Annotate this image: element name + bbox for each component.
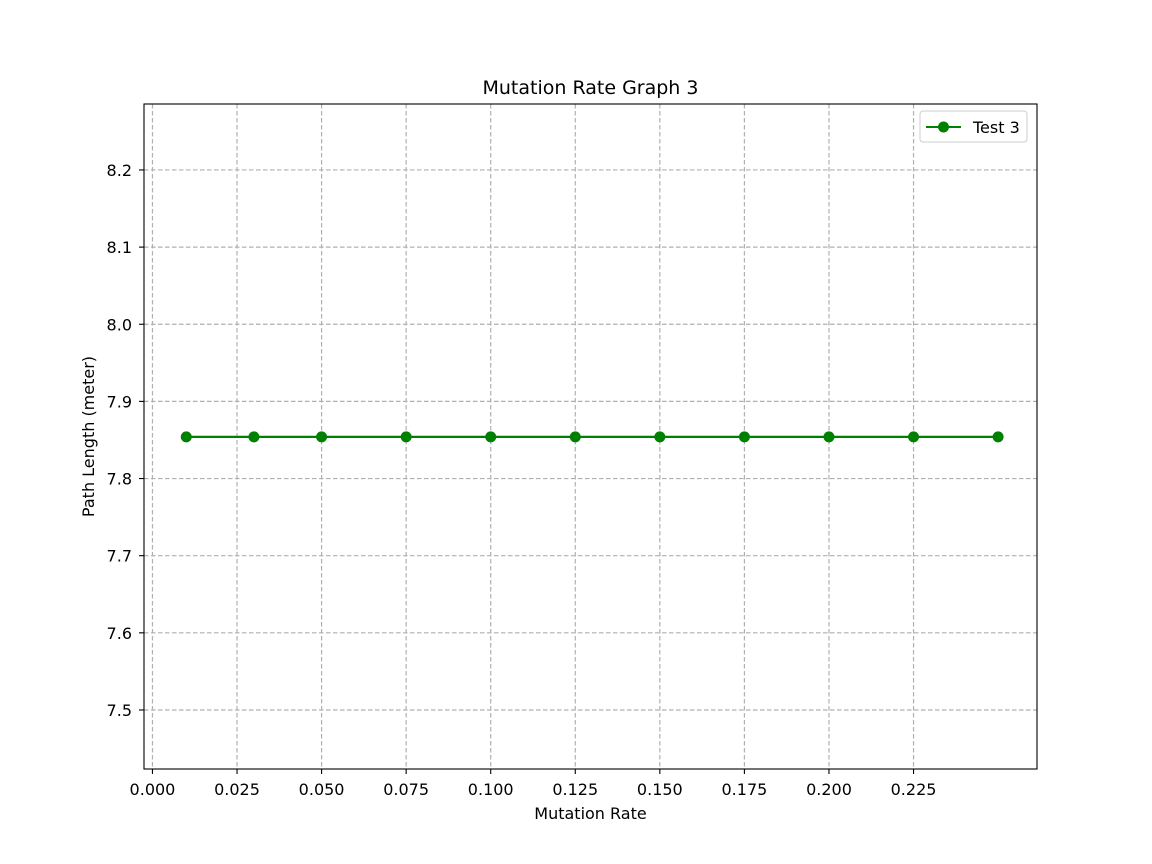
x-tick-label: 0.175 <box>722 780 768 799</box>
chart-title: Mutation Rate Graph 3 <box>483 77 699 99</box>
data-point <box>992 431 1004 443</box>
x-tick-label: 0.000 <box>130 780 176 799</box>
x-tick-label: 0.025 <box>214 780 260 799</box>
data-point <box>908 431 920 443</box>
data-point <box>823 431 835 443</box>
data-point <box>485 431 497 443</box>
series-layer <box>180 431 1004 443</box>
data-point <box>316 431 328 443</box>
y-tick-label: 7.7 <box>107 547 132 566</box>
y-tick-label: 7.6 <box>107 624 132 643</box>
y-tick-label: 7.8 <box>107 470 132 489</box>
data-point <box>654 431 666 443</box>
x-tick-label: 0.075 <box>383 780 429 799</box>
y-axis-label: Path Length (meter) <box>79 356 98 517</box>
x-tick-label: 0.100 <box>468 780 514 799</box>
legend-label-test-3: Test 3 <box>972 118 1020 137</box>
x-tick-label: 0.225 <box>891 780 937 799</box>
data-point <box>180 431 192 443</box>
data-point <box>400 431 412 443</box>
plot-frame <box>143 103 1038 770</box>
legend-marker-test-3 <box>938 121 949 133</box>
x-tick-label: 0.150 <box>637 780 683 799</box>
data-point <box>248 431 260 443</box>
y-tick-label: 7.9 <box>107 392 132 411</box>
y-tick-label: 7.5 <box>107 701 132 720</box>
y-tick-label: 8.0 <box>107 315 132 334</box>
legend: Test 3 <box>919 110 1028 143</box>
x-tick-label: 0.200 <box>806 780 852 799</box>
y-tick-label: 8.1 <box>107 238 132 257</box>
x-tick-label: 0.125 <box>552 780 598 799</box>
x-axis-label: Mutation Rate <box>534 804 646 823</box>
data-point <box>738 431 750 443</box>
legend-box <box>919 110 1028 143</box>
tick-layer: 0.000 0.025 0.050 0.075 0.100 0.125 0.150 0.175… <box>107 161 937 799</box>
x-tick-label: 0.050 <box>299 780 345 799</box>
y-tick-label: 8.2 <box>107 161 132 180</box>
data-point <box>569 431 581 443</box>
